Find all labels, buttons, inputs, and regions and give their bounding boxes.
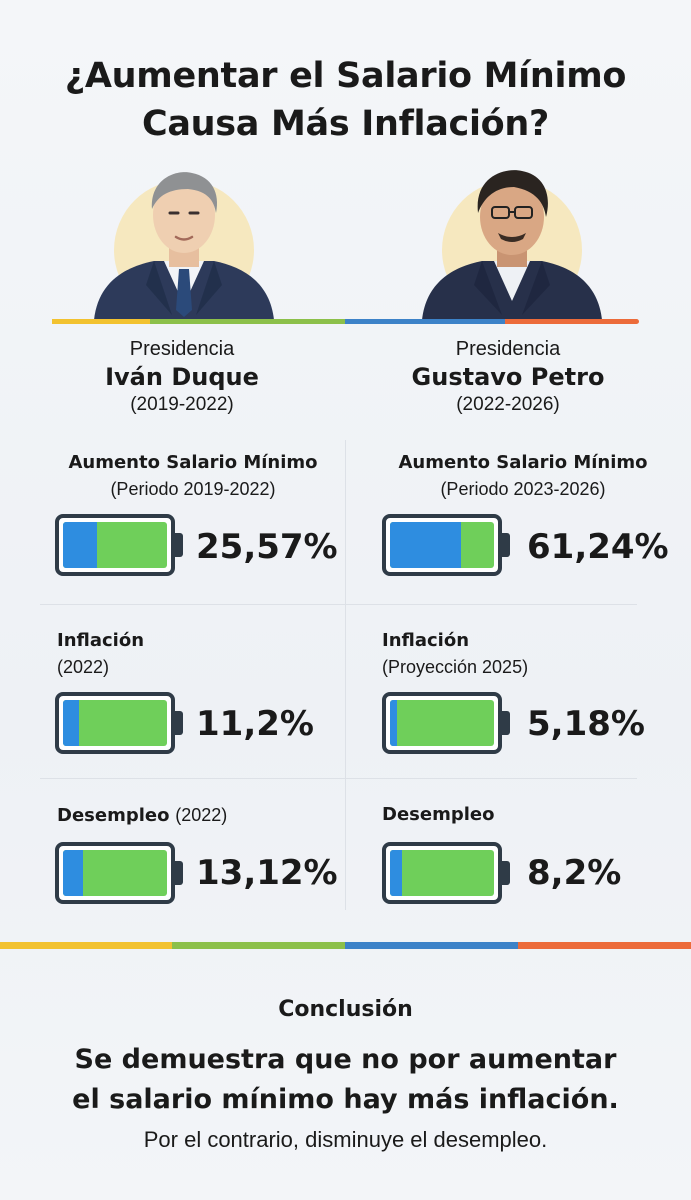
stat-subtitle: (Periodo 2019-2022): [110, 479, 276, 499]
conclusion-line-1: Se demuestra que no por aumentar: [74, 1044, 617, 1075]
stat-title: Aumento Salario Mínimo: [68, 452, 318, 473]
stat-title: Inflación: [57, 630, 145, 651]
page-title: ¿Aumentar el Salario Mínimo Causa Más In…: [0, 52, 691, 148]
battery-gauge-right-inflation: [382, 692, 512, 754]
stat-subtitle: (Proyección 2025): [382, 657, 529, 677]
president-name: Iván Duque: [105, 363, 259, 391]
bottom-color-bar-orange: [518, 942, 691, 949]
stat-label-right-unemployment: Desempleo: [382, 802, 494, 828]
stat-value-right-inflation: 5,18%: [527, 704, 645, 744]
row-divider: [40, 604, 637, 605]
stat-value-right-unemployment: 8,2%: [527, 853, 622, 893]
portrait-ivan-duque: [94, 172, 274, 320]
title-line-1: ¿Aumentar el Salario Mínimo: [64, 56, 627, 96]
stat-label-left-unemployment: Desempleo (2022): [57, 802, 227, 829]
stat-value-left-unemployment: 13,12%: [196, 853, 338, 893]
battery-blue-fill: [63, 700, 79, 746]
presidency-header-petro: Presidencia Gustavo Petro (2022-2026): [358, 336, 658, 418]
presidency-header-duque: Presidencia Iván Duque (2019-2022): [32, 336, 332, 418]
top-color-bar-orange: [505, 319, 639, 324]
portrait-gustavo-petro: [422, 170, 602, 320]
battery-gauge-left-inflation: [55, 692, 185, 754]
stat-label-left-salary: Aumento Salario Mínimo (Periodo 2019-202…: [48, 450, 338, 502]
conclusion-title: Conclusión: [278, 997, 413, 1022]
battery-blue-fill: [63, 522, 98, 568]
stat-label-left-inflation: Inflación (2022): [57, 628, 144, 680]
battery-gauge-right-unemployment: [382, 842, 512, 904]
battery-gauge-left-salary: [55, 514, 185, 576]
stat-value-right-salary: 61,24%: [527, 527, 669, 567]
stat-title: Desempleo: [57, 805, 170, 826]
stat-subtitle: (2022): [57, 657, 110, 677]
bottom-color-bar-green: [172, 942, 345, 949]
battery-blue-fill: [390, 700, 398, 746]
conclusion-statement: Se demuestra que no por aumentar el sala…: [0, 1040, 691, 1120]
battery-gauge-right-salary: [382, 514, 512, 576]
stat-title: Desempleo: [382, 804, 495, 825]
battery-blue-fill: [390, 850, 403, 896]
presidency-label: Presidencia: [455, 338, 561, 360]
stat-subtitle: (Periodo 2023-2026): [440, 479, 606, 499]
battery-blue-fill: [390, 522, 461, 568]
stat-label-right-inflation: Inflación (Proyección 2025): [382, 628, 528, 680]
title-line-2: Causa Más Inflación?: [141, 104, 550, 144]
presidency-period: (2019-2022): [130, 394, 234, 415]
presidency-period: (2022-2026): [456, 394, 560, 415]
column-divider: [345, 440, 346, 910]
row-divider: [40, 778, 637, 779]
top-color-bar-green: [150, 319, 345, 324]
stat-title: Inflación: [382, 630, 470, 651]
top-color-bar-yellow: [52, 319, 150, 324]
stat-subtitle: (2022): [175, 805, 228, 825]
presidency-label: Presidencia: [129, 338, 235, 360]
stat-value-left-salary: 25,57%: [196, 527, 338, 567]
conclusion-line-2: el salario mínimo hay más inflación.: [72, 1084, 619, 1115]
president-name: Gustavo Petro: [411, 363, 605, 391]
conclusion-subtext: Por el contrario, disminuye el desempleo…: [143, 1127, 548, 1152]
battery-blue-fill: [63, 850, 83, 896]
battery-gauge-left-unemployment: [55, 842, 185, 904]
stat-value-left-inflation: 11,2%: [196, 704, 314, 744]
stat-title: Aumento Salario Mínimo: [398, 452, 648, 473]
top-color-bar-blue: [345, 319, 505, 324]
stat-label-right-salary: Aumento Salario Mínimo (Periodo 2023-202…: [368, 450, 678, 502]
bottom-color-bar-yellow: [0, 942, 172, 949]
bottom-color-bar-blue: [345, 942, 518, 949]
